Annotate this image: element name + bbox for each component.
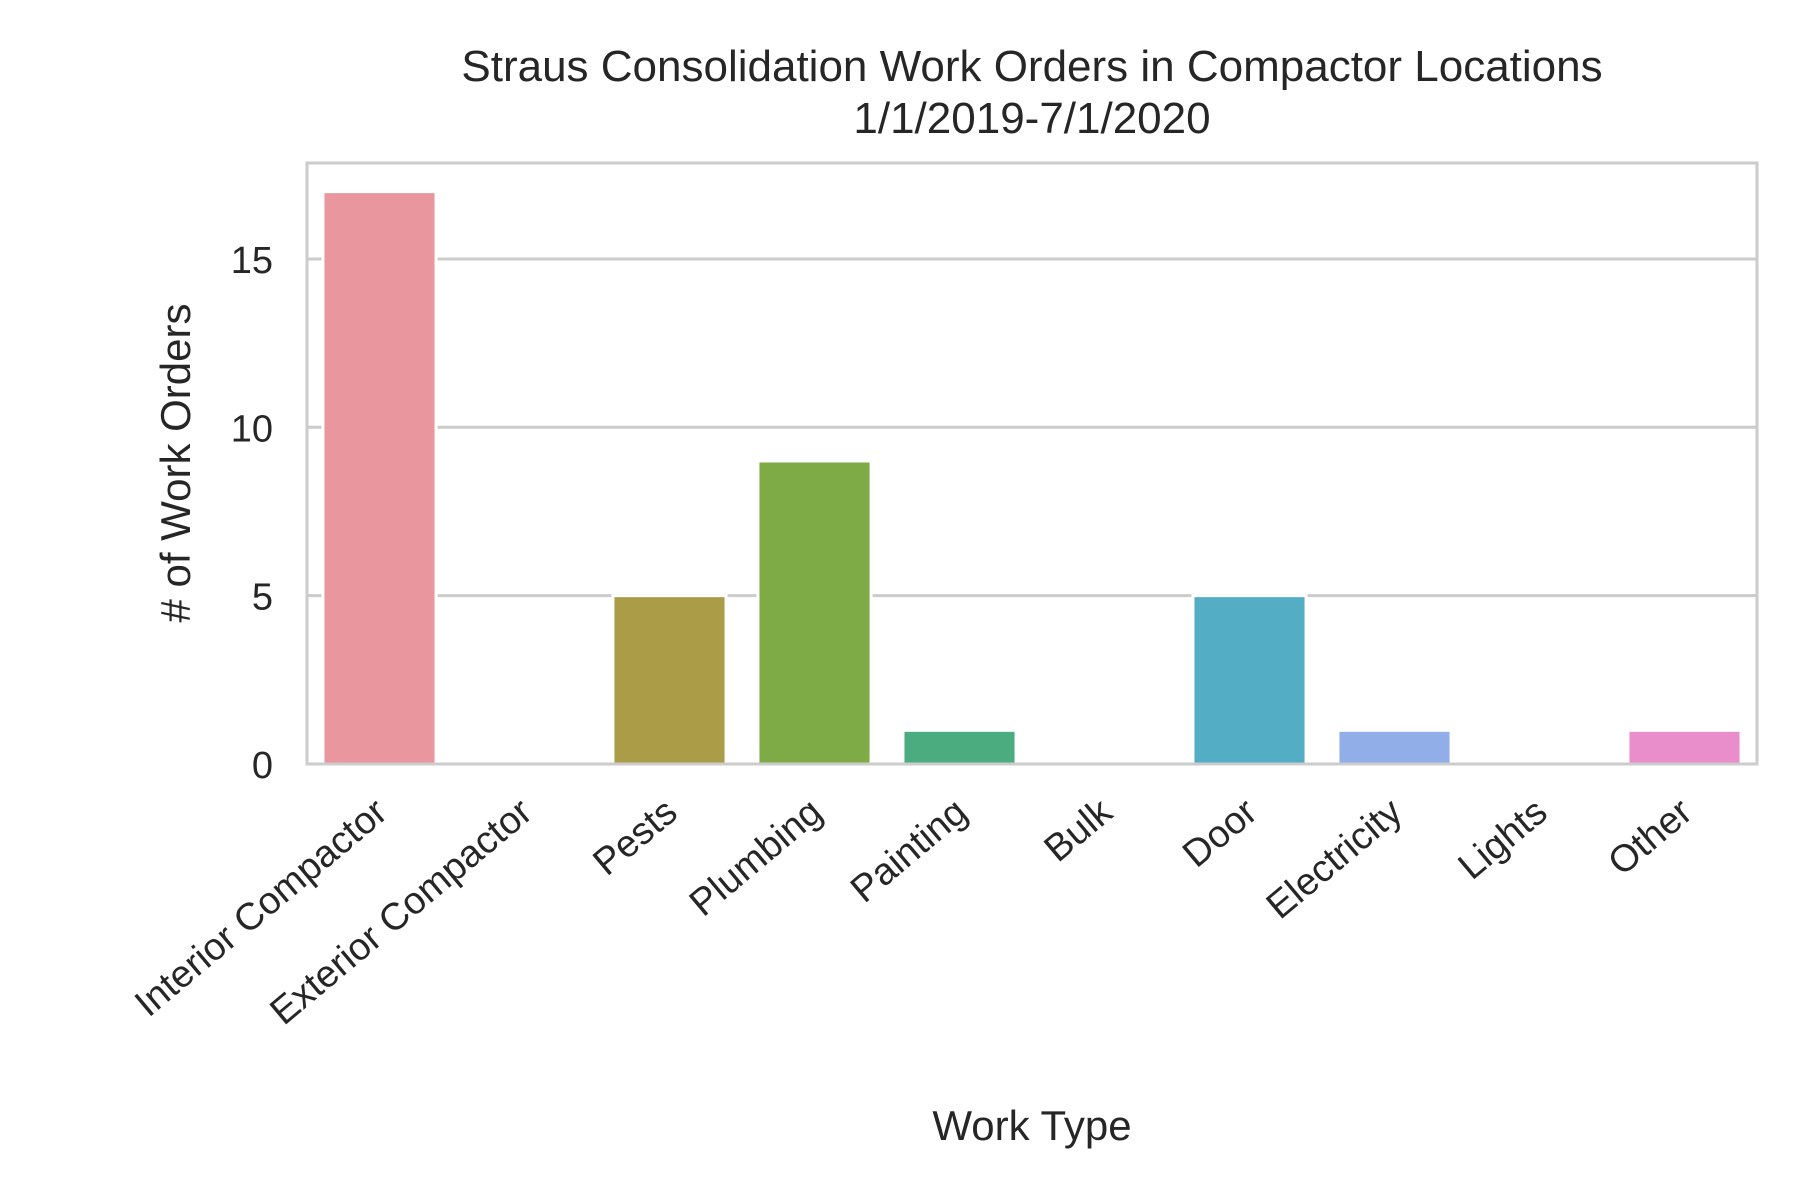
x-axis-label: Work Type — [932, 1102, 1131, 1149]
y-axis-label: # of Work Orders — [152, 304, 199, 623]
x-tick-label: Exterior Compactor — [263, 791, 541, 1034]
x-tick-label: Door — [1175, 791, 1265, 876]
bar-other — [1626, 728, 1743, 766]
y-tick-labels: 0 5 10 15 — [231, 240, 273, 787]
y-tick-label: 10 — [231, 408, 273, 450]
bar-painting — [901, 728, 1018, 766]
y-tick-label: 0 — [252, 745, 273, 787]
x-tick-label: Other — [1600, 791, 1700, 884]
bar-plumbing — [756, 459, 873, 766]
chart-title-line-2: 1/1/2019-7/1/2020 — [853, 94, 1210, 143]
plot-frame — [305, 161, 1759, 766]
x-tick-label: Bulk — [1037, 790, 1121, 870]
x-tick-label: Lights — [1451, 791, 1556, 888]
x-tick-label: Interior Compactor — [127, 791, 395, 1026]
y-tick-label: 5 — [252, 577, 273, 619]
bar-door — [1191, 594, 1308, 766]
chart-title-line-1: Straus Consolidation Work Orders in Comp… — [461, 42, 1602, 91]
bar-pests — [611, 594, 728, 766]
bar-interior-compactor — [321, 190, 438, 766]
bars — [321, 190, 1743, 766]
x-tick-label: Pests — [585, 791, 685, 884]
y-tick-label: 15 — [231, 240, 273, 282]
bar-electricity — [1336, 728, 1453, 766]
gridlines — [307, 257, 1757, 598]
x-tick-label: Electricity — [1259, 791, 1411, 928]
x-tick-label: Painting — [843, 791, 975, 911]
x-tick-label: Plumbing — [682, 791, 830, 925]
